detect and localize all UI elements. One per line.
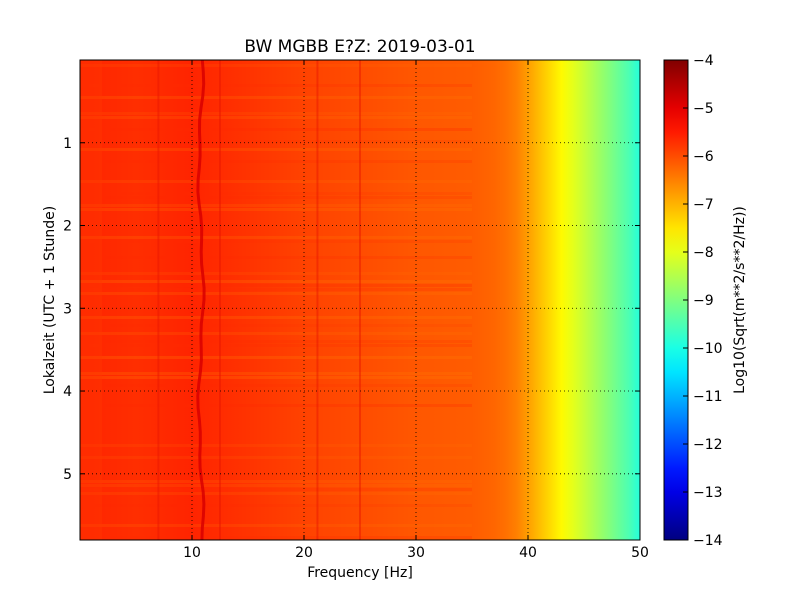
texture-band: [80, 208, 472, 211]
plot-frame: [79, 59, 641, 541]
heatmap-background: [80, 60, 640, 540]
texture-band: [80, 504, 472, 507]
y-tick-label: 1: [63, 136, 72, 152]
texture-band: [80, 116, 472, 119]
colorbar-label: Log10(Sqrt(m**2/s**2/Hz)): [732, 206, 748, 394]
heatmap-features: [157, 60, 361, 540]
x-tick-label: 40: [519, 545, 537, 561]
x-tick-label: 30: [407, 545, 425, 561]
texture-band: [80, 444, 472, 447]
texture-band: [80, 148, 472, 151]
texture-band: [80, 112, 472, 115]
y-axis-ticks: 1 2 3 4 5: [63, 136, 640, 483]
texture-band: [80, 196, 472, 199]
texture-band: [80, 180, 472, 183]
x-tick-label: 50: [631, 545, 649, 561]
chart-title: BW MGBB E?Z: 2019-03-01: [244, 37, 475, 57]
texture-band: [80, 280, 472, 283]
colorbar-tick-label: −6: [693, 149, 714, 165]
y-tick-label: 4: [63, 384, 72, 400]
texture-band: [80, 480, 472, 483]
colorbar-tick-label: −4: [693, 53, 714, 69]
texture-band: [80, 340, 472, 343]
texture-band: [80, 192, 472, 195]
texture-band: [80, 204, 472, 207]
texture-band: [80, 272, 472, 275]
colorbar-tick-label: −5: [693, 101, 714, 117]
colorbar-tick-label: −10: [693, 341, 723, 357]
texture-band: [80, 384, 472, 387]
heatmap-texture: [80, 60, 472, 540]
texture-band: [80, 404, 472, 407]
y-axis-label: Lokalzeit (UTC + 1 Stunde): [42, 206, 58, 395]
texture-band: [80, 240, 472, 243]
texture-band: [80, 236, 472, 239]
colorbar-ticks: −4 −5 −6 −7 −8 −9 −10 −11 −12 −13 −14: [683, 53, 723, 549]
colorbar-tick-label: −11: [693, 389, 723, 405]
colorbar: −4 −5 −6 −7 −8 −9 −10 −11 −12 −13 −14 Log10(Sqrt(m…: [663, 53, 748, 549]
colorbar-tick-label: −9: [693, 293, 714, 309]
texture-band: [80, 536, 472, 539]
texture-band: [80, 344, 472, 347]
colorbar-tick-label: −13: [693, 485, 723, 501]
texture-band: [80, 372, 472, 375]
feature-line: [196, 60, 206, 540]
colorbar-tick-label: −12: [693, 437, 723, 453]
x-tick-label: 20: [295, 545, 313, 561]
texture-band: [80, 288, 472, 291]
y-tick-label: 2: [63, 219, 72, 235]
texture-band: [80, 332, 472, 335]
texture-band: [80, 324, 472, 327]
texture-band: [80, 376, 472, 379]
texture-band: [80, 284, 472, 287]
texture-band: [80, 256, 472, 259]
x-axis-label: Frequency [Hz]: [307, 565, 413, 581]
x-axis-ticks: 10 20 30 40 50: [183, 60, 649, 561]
texture-band: [80, 96, 472, 99]
colorbar-tick-label: −7: [693, 197, 714, 213]
y-tick-label: 3: [63, 301, 72, 317]
texture-band: [80, 356, 472, 359]
texture-band: [80, 316, 472, 319]
x-tick-label: 10: [183, 545, 201, 561]
colorbar-tick-label: −8: [693, 245, 714, 261]
texture-band: [80, 160, 472, 163]
texture-band: [80, 456, 472, 459]
texture-band: [80, 140, 472, 143]
grid-lines: [80, 60, 640, 540]
texture-band: [80, 524, 472, 527]
texture-band: [80, 64, 472, 67]
texture-band: [80, 488, 472, 491]
plot-area: [80, 60, 640, 540]
texture-band: [80, 84, 472, 87]
y-tick-label: 5: [63, 467, 72, 483]
colorbar-tick-label: −14: [693, 533, 723, 549]
texture-band: [80, 128, 472, 131]
low-frequency-strip: [80, 60, 102, 540]
texture-band: [80, 292, 472, 295]
texture-band: [80, 492, 472, 495]
texture-band: [80, 484, 472, 487]
